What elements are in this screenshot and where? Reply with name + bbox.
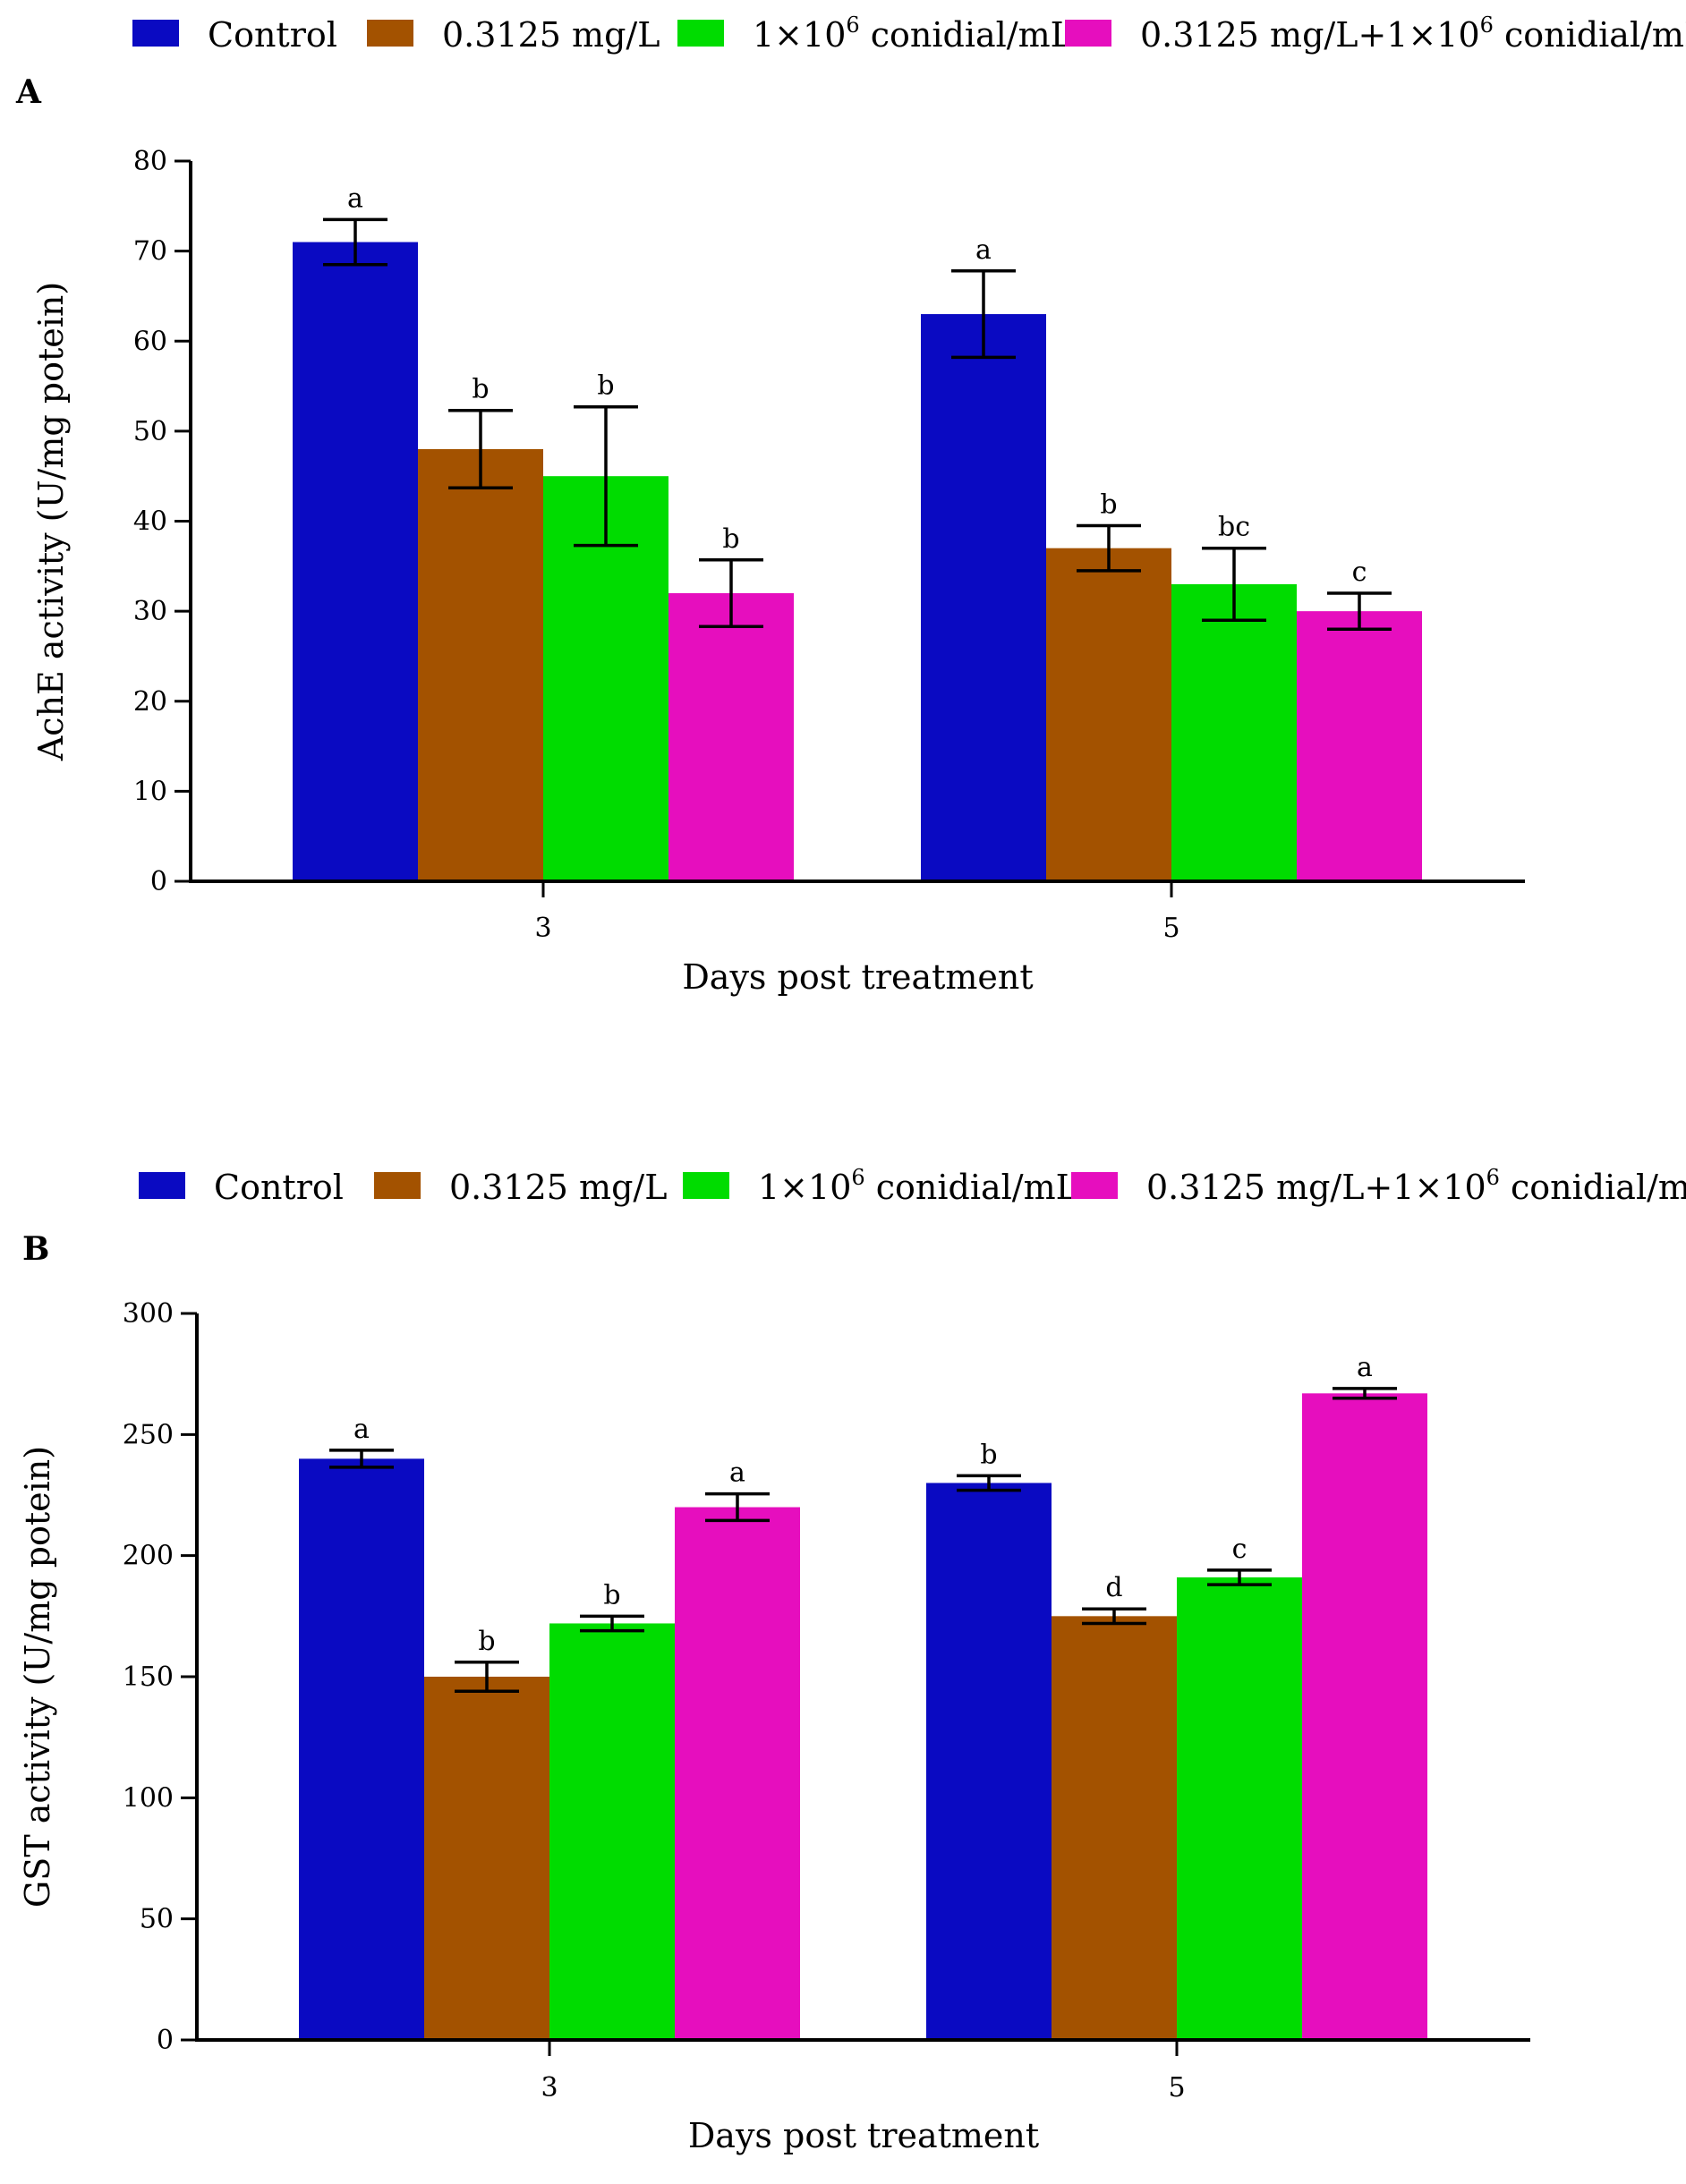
y-tick-label: 0 <box>150 866 167 897</box>
significance-letter-low_dose-day-3: b <box>472 374 489 405</box>
y-axis-title: AchE activity (U/mg potein) <box>31 282 71 761</box>
legend: Control 0.3125 mg/L 1×106 conidial/mL 0.312… <box>132 13 1686 55</box>
bar-control-day-5 <box>921 314 1046 881</box>
error-bar-combo-day-5 <box>1327 591 1392 631</box>
significance-letter-control-day-3: a <box>353 1414 370 1445</box>
y-tick-label: 50 <box>140 1904 174 1935</box>
bar-low_dose-day-5 <box>1046 548 1171 881</box>
bar-low_dose-day-3 <box>424 1677 549 2040</box>
y-tick-label: 300 <box>123 1298 174 1330</box>
legend-swatch-low_dose <box>367 20 413 47</box>
significance-letter-low_dose-day-5: b <box>1100 489 1117 521</box>
bar-control-day-3 <box>299 1458 424 2040</box>
error-bar-combo-day-5 <box>1333 1387 1397 1400</box>
y-tick-label: 10 <box>133 776 167 807</box>
legend-label-control: Control <box>214 1168 344 1207</box>
legend-swatch-low_dose <box>374 1172 421 1199</box>
error-bar-conidia-day-3 <box>574 404 638 548</box>
legend-label-combo: 0.3125 mg/L+1×106 conidial/mL <box>1140 13 1686 55</box>
y-tick-label: 70 <box>133 236 167 268</box>
error-bar-low_dose-day-5 <box>1082 1607 1146 1626</box>
bar-conidia-day-3 <box>549 1623 675 2040</box>
x-axis-title: Days post treatment <box>682 957 1033 997</box>
error-bar-conidia-day-5 <box>1207 1568 1272 1586</box>
significance-letter-combo-day-5: c <box>1352 557 1367 588</box>
bar-combo-day-5 <box>1297 611 1422 881</box>
legend-label-low_dose: 0.3125 mg/L <box>449 1168 667 1207</box>
error-bar-control-day-3 <box>329 1449 394 1469</box>
legend-swatch-combo <box>1071 1172 1118 1199</box>
legend-swatch-conidia <box>683 1172 729 1199</box>
legend-swatch-conidia <box>677 20 724 47</box>
significance-letter-control-day-5: a <box>975 234 992 266</box>
bar-conidia-day-5 <box>1171 583 1297 881</box>
bar-combo-day-3 <box>668 593 794 881</box>
y-tick-label: 250 <box>123 1419 174 1450</box>
y-tick-label: 150 <box>123 1661 174 1693</box>
bar-combo-day-3 <box>675 1507 800 2040</box>
error-bar-conidia-day-3 <box>580 1614 644 1633</box>
significance-letter-combo-day-5: a <box>1357 1352 1373 1383</box>
bar-low_dose-day-5 <box>1052 1616 1177 2040</box>
bar-low_dose-day-3 <box>418 449 543 881</box>
y-tick-label: 50 <box>133 416 167 447</box>
bar-control-day-5 <box>926 1483 1052 2040</box>
significance-letter-combo-day-3: a <box>729 1457 745 1489</box>
significance-letter-control-day-3: a <box>347 183 363 214</box>
significance-letter-control-day-5: b <box>980 1439 997 1470</box>
significance-letter-combo-day-3: b <box>722 523 739 555</box>
legend-swatch-control <box>132 20 179 47</box>
error-bar-low_dose-day-5 <box>1077 523 1141 573</box>
error-bar-control-day-5 <box>951 269 1016 360</box>
legend-label-low_dose: 0.3125 mg/L <box>442 15 660 55</box>
y-tick-label: 100 <box>123 1782 174 1814</box>
legend-swatch-control <box>139 1172 185 1199</box>
x-tick-label: 5 <box>1168 2072 1185 2103</box>
bar-combo-day-5 <box>1302 1393 1427 2040</box>
significance-letter-conidia-day-3: b <box>603 1579 620 1610</box>
y-axis-title: GST activity (U/mg potein) <box>18 1446 57 1908</box>
y-tick-label: 200 <box>123 1541 174 1572</box>
y-tick-label: 0 <box>157 2025 174 2056</box>
error-bar-conidia-day-5 <box>1202 546 1266 622</box>
error-bar-low_dose-day-3 <box>448 408 513 490</box>
y-tick-label: 40 <box>133 506 167 538</box>
legend-label-conidia: 1×106 conidial/mL <box>753 13 1073 55</box>
chart-panel-b: Control 0.3125 mg/L 1×106 conidial/mL 0.312… <box>18 1165 1686 2155</box>
error-bar-control-day-3 <box>323 217 387 267</box>
significance-letter-low_dose-day-5: d <box>1105 1572 1122 1603</box>
x-tick-label: 5 <box>1162 913 1179 944</box>
error-bar-combo-day-3 <box>699 558 763 628</box>
significance-letter-low_dose-day-3: b <box>478 1626 495 1657</box>
y-tick-label: 30 <box>133 596 167 627</box>
x-tick-label: 3 <box>534 913 551 944</box>
legend-label-conidia: 1×106 conidial/mL <box>758 1165 1078 1207</box>
error-bar-low_dose-day-3 <box>455 1661 519 1693</box>
error-bar-control-day-5 <box>957 1474 1021 1492</box>
panel-letter: B <box>22 1230 49 1268</box>
significance-letter-conidia-day-5: bc <box>1218 512 1250 543</box>
legend-label-combo: 0.3125 mg/L+1×106 conidial/mL <box>1146 1165 1686 1207</box>
legend-swatch-combo <box>1065 20 1111 47</box>
error-bar-combo-day-3 <box>705 1491 770 1523</box>
bar-conidia-day-5 <box>1177 1577 1302 2040</box>
bar-control-day-3 <box>293 242 418 881</box>
legend: Control 0.3125 mg/L 1×106 conidial/mL 0.312… <box>139 1165 1686 1207</box>
legend-label-control: Control <box>208 15 337 55</box>
x-axis-title: Days post treatment <box>688 2116 1039 2155</box>
panel-letter: A <box>15 73 42 111</box>
chart-panel-a: Control 0.3125 mg/L 1×106 conidial/mL 0.312… <box>15 13 1686 997</box>
y-tick-label: 60 <box>133 326 167 357</box>
significance-letter-conidia-day-3: b <box>597 370 614 402</box>
y-tick-label: 80 <box>133 146 167 177</box>
y-tick-label: 20 <box>133 686 167 718</box>
significance-letter-conidia-day-5: c <box>1232 1534 1247 1565</box>
x-tick-label: 3 <box>541 2072 558 2103</box>
